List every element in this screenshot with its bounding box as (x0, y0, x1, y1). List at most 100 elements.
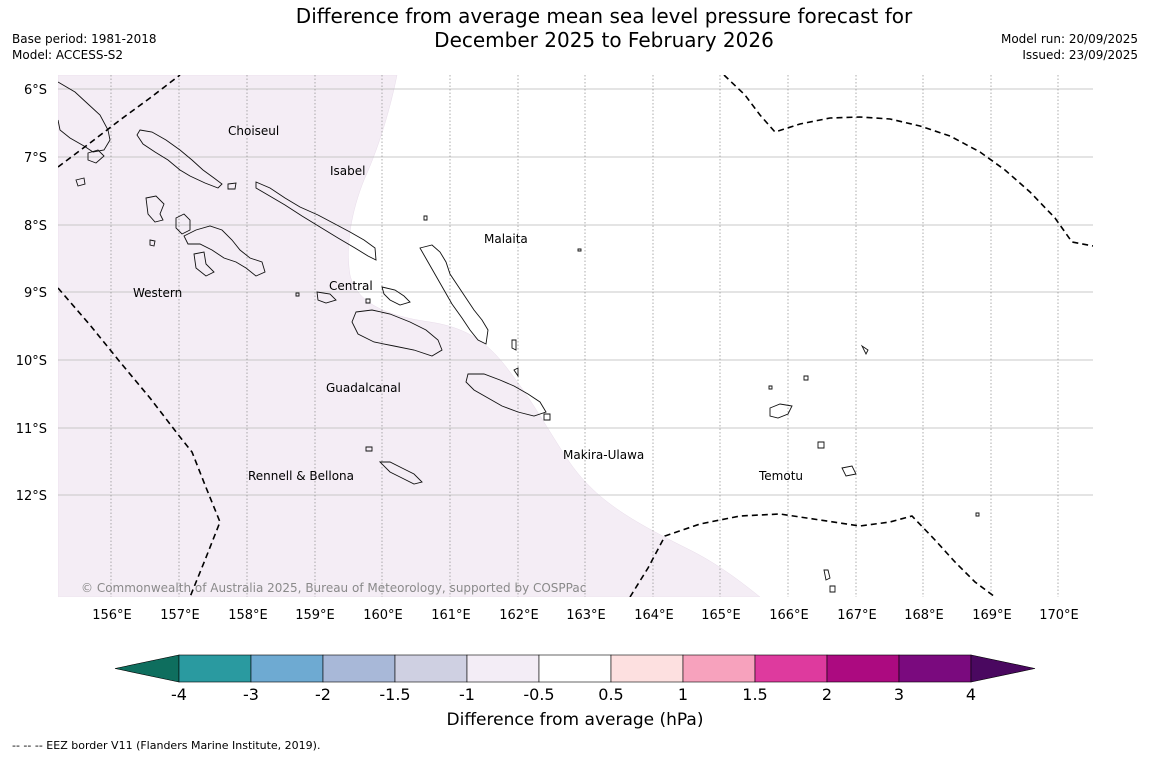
lon-label: 169°E (972, 608, 1012, 623)
meta-right: Model run: 20/09/2025 Issued: 23/09/2025 (1001, 31, 1138, 63)
province-label-choiseul: Choiseul (228, 124, 279, 138)
lon-label: 166°E (769, 608, 809, 623)
islet (87, 149, 105, 164)
lat-label: 12°S (16, 489, 47, 504)
model-run: Model run: 20/09/2025 (1000, 32, 1138, 46)
latitude-labels: 6°S 7°S 8°S 9°S 10°S 11°S 12°S (16, 83, 47, 504)
russell-islands (316, 291, 337, 304)
makira-island (465, 373, 547, 417)
islet (975, 512, 980, 517)
malaita-island (419, 244, 489, 345)
province-label-isabel: Isabel (330, 164, 365, 178)
lon-label: 163°E (566, 608, 606, 623)
issued-date: Issued: 23/09/2025 (1022, 48, 1138, 62)
eez-border-northeast (723, 75, 1093, 247)
longitude-gridlines (110, 75, 1059, 597)
santa-cruz-island (769, 403, 793, 419)
colorbar-extend-low (114, 654, 180, 683)
islet (577, 248, 582, 252)
shaded-region-minus1-to-minus0-5 (58, 75, 761, 597)
choiseul-island (136, 129, 223, 189)
province-label-malaita: Malaita (484, 232, 528, 246)
lon-label: 158°E (228, 608, 268, 623)
colorbar-tick-label: 3 (894, 685, 904, 704)
eez-border-west (58, 287, 221, 597)
colorbar-tick-label: 4 (966, 685, 976, 704)
lat-label: 11°S (16, 422, 47, 437)
islet (860, 344, 869, 356)
islet (149, 239, 156, 247)
colorbar-tick-label: 0.5 (598, 685, 623, 704)
title-line-2: December 2025 to February 2026 (434, 28, 774, 52)
lat-label: 9°S (24, 286, 47, 301)
colorbar-swatch (754, 654, 828, 683)
colorbar-swatch (394, 654, 468, 683)
colorbar-swatch (178, 654, 252, 683)
colorbar-tick-label: -1 (459, 685, 475, 704)
islet (823, 569, 831, 581)
colorbar-tick-label: -4 (171, 685, 187, 704)
lon-label: 170°E (1039, 608, 1079, 623)
colorbar-swatch (466, 654, 540, 683)
ulawa-islet (513, 367, 519, 378)
lon-label: 161°E (431, 608, 471, 623)
guadalcanal-island (351, 309, 443, 357)
lon-label: 159°E (295, 608, 335, 623)
islet (365, 446, 373, 452)
map-area: Choiseul Isabel Malaita Western Central … (58, 75, 1093, 597)
colorbar-tick-label: 1 (678, 685, 688, 704)
islet (817, 441, 825, 449)
lat-label: 6°S (24, 83, 47, 98)
colorbar-swatch (610, 654, 684, 683)
model-name: Model: ACCESS-S2 (12, 48, 124, 62)
vella-lavella-island (145, 195, 165, 223)
lon-label: 165°E (701, 608, 741, 623)
islet (295, 292, 300, 297)
kolombangara-island (175, 213, 191, 235)
lon-label: 157°E (160, 608, 200, 623)
colorbar-swatch (250, 654, 324, 683)
coastlines (58, 81, 980, 593)
islet (829, 585, 836, 593)
latitude-gridlines (58, 88, 1093, 496)
colorbar: -4 -3 -2 -1.5 -1 -0.5 0.5 1 1.5 2 3 4 Difference fr… (114, 654, 1036, 730)
colorbar-swatch (322, 654, 396, 683)
base-period: Base period: 1981-2018 (12, 32, 157, 46)
colorbar-swatch (898, 654, 972, 683)
meta-left: Base period: 1981-2018 Model: ACCESS-S2 (12, 31, 157, 63)
santa-isabel-island (255, 181, 377, 261)
colorbar-swatches (114, 654, 1036, 683)
colorbar-tick-label: 1.5 (742, 685, 767, 704)
province-labels: Choiseul Isabel Malaita Western Central … (133, 124, 803, 483)
province-label-temotu: Temotu (758, 469, 803, 483)
colorbar-tick-label: -2 (315, 685, 331, 704)
province-label-rennell-bellona: Rennell & Bellona (248, 469, 354, 483)
colorbar-tick-label: -3 (243, 685, 259, 704)
colorbar-tick-label: -1.5 (379, 685, 410, 704)
map-title: Difference from average mean sea level p… (0, 4, 1150, 52)
longitude-labels: 156°E 157°E 158°E 159°E 160°E 161°E 162°… (92, 608, 1079, 623)
islet (768, 385, 773, 390)
eez-footnote: -- -- -- EEZ border V11 (Flanders Marine… (12, 739, 321, 752)
lon-label: 156°E (92, 608, 132, 623)
colorbar-tick-label: 2 (822, 685, 832, 704)
lat-label: 7°S (24, 151, 47, 166)
lat-label: 10°S (16, 354, 47, 369)
title-line-1: Difference from average mean sea level p… (295, 4, 913, 28)
islet (75, 177, 86, 187)
colorbar-swatch (682, 654, 756, 683)
province-label-makira-ulawa: Makira-Ulawa (563, 448, 644, 462)
eez-border-southeast (629, 513, 996, 597)
islet (365, 298, 371, 304)
rendova-island (193, 251, 215, 277)
islet (423, 215, 428, 221)
colorbar-extend-high (970, 654, 1036, 683)
lon-label: 162°E (499, 608, 539, 623)
colorbar-title: Difference from average (hPa) (447, 710, 704, 730)
lat-label: 8°S (24, 219, 47, 234)
lon-label: 160°E (363, 608, 403, 623)
islet (511, 339, 517, 351)
florida-islands (381, 286, 411, 306)
lon-label: 167°E (837, 608, 877, 623)
